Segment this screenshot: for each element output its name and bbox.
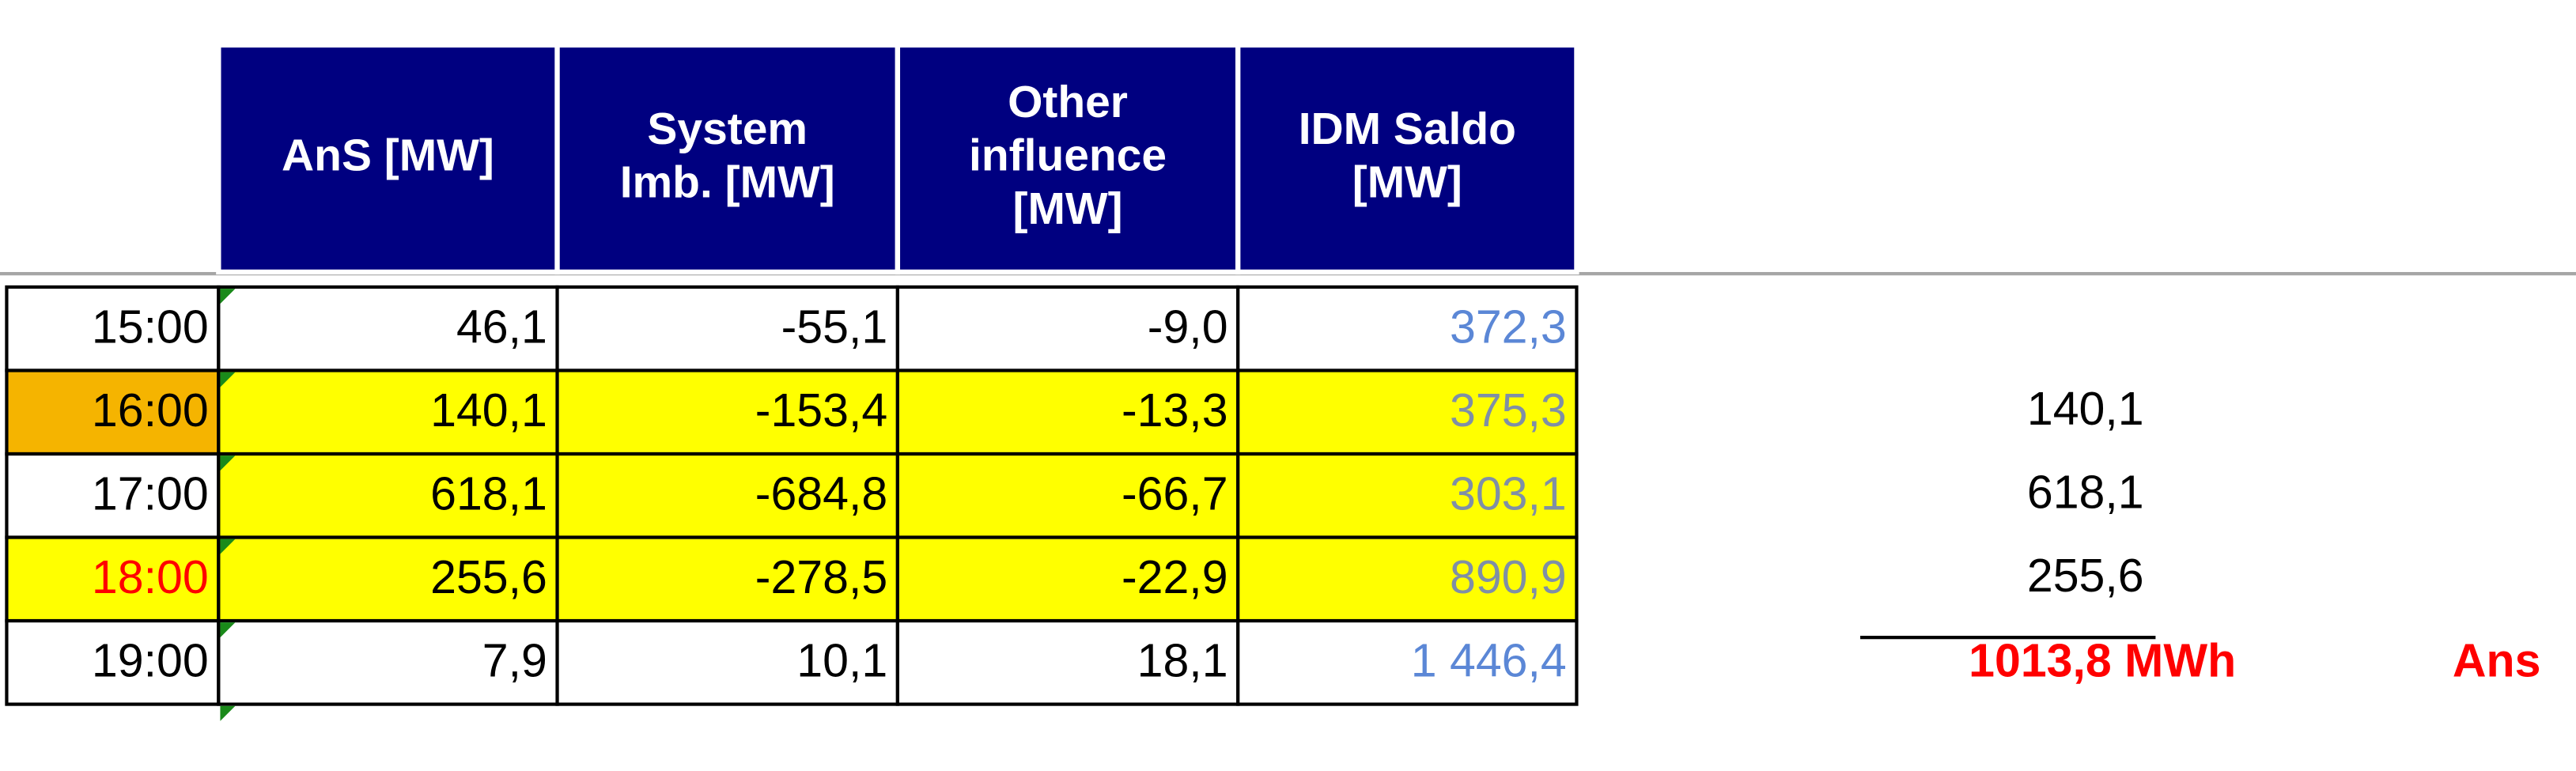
cell-value: -13,3 <box>1122 384 1228 437</box>
time-label: 19:00 <box>92 635 209 687</box>
header-text: System <box>647 104 808 154</box>
value-cell <box>555 452 899 539</box>
cell-value: -684,8 <box>755 467 887 520</box>
cell-value: 372,3 <box>1450 300 1567 353</box>
side-label: Ans <box>2453 635 2541 687</box>
time-label: 17:00 <box>92 467 209 520</box>
value-cell <box>895 535 1240 623</box>
cell-marker <box>220 372 236 387</box>
side-value: 140,1 <box>2027 383 2144 435</box>
header-text: [MW] <box>1352 157 1462 207</box>
side-value: 618,1 <box>2027 466 2144 518</box>
value-cell <box>555 368 899 456</box>
header-text: Imb. [MW] <box>620 157 835 207</box>
value-cell <box>1236 285 1579 372</box>
cell-value: 1 446,4 <box>1411 635 1567 687</box>
header-text: AnS [MW] <box>282 130 494 181</box>
cell-marker <box>220 455 236 471</box>
time-label: 18:00 <box>92 551 209 603</box>
side-total: 1013,8 MWh <box>1969 635 2236 687</box>
cell-value: 255,6 <box>430 551 547 603</box>
cell-value: 303,1 <box>1450 467 1567 520</box>
header-cell <box>216 42 560 275</box>
header-text: IDM Saldo <box>1299 104 1516 154</box>
value-cell <box>217 368 559 456</box>
cell-value: 7,9 <box>482 635 547 687</box>
value-cell <box>555 535 899 623</box>
value-cell <box>1236 618 1579 706</box>
cell-value: -278,5 <box>755 551 887 603</box>
cell-marker <box>220 539 236 554</box>
header-text: influence <box>969 130 1167 181</box>
cell-value: 10,1 <box>796 635 887 687</box>
header-cell <box>1235 42 1579 275</box>
cell-value: 890,9 <box>1450 551 1567 603</box>
value-cell <box>1236 535 1579 623</box>
header-text: [MW] <box>1012 183 1122 234</box>
cell-marker <box>220 705 236 721</box>
value-cell <box>217 452 559 539</box>
value-cell <box>217 285 559 372</box>
value-cell <box>555 618 899 706</box>
time-cell <box>5 618 221 706</box>
header-cell <box>554 42 901 275</box>
cell-value: 46,1 <box>456 300 547 353</box>
cell-value: -55,1 <box>781 300 888 353</box>
cell-value: 140,1 <box>430 384 547 437</box>
cell-value: -66,7 <box>1122 467 1228 520</box>
value-cell <box>1236 452 1579 539</box>
cell-value: -9,0 <box>1148 300 1228 353</box>
cell-value: 18,1 <box>1137 635 1228 687</box>
value-cell <box>895 452 1240 539</box>
cell-value: 618,1 <box>430 467 547 520</box>
header-text: Other <box>1008 77 1128 127</box>
cell-value: 375,3 <box>1450 384 1567 437</box>
time-label: 15:00 <box>92 300 209 353</box>
side-value: 255,6 <box>2027 550 2144 602</box>
cell-value: -153,4 <box>755 384 887 437</box>
value-cell <box>1236 368 1579 456</box>
header-cell <box>895 42 1241 275</box>
time-label: 16:00 <box>92 384 209 437</box>
cell-value: -22,9 <box>1122 551 1228 603</box>
